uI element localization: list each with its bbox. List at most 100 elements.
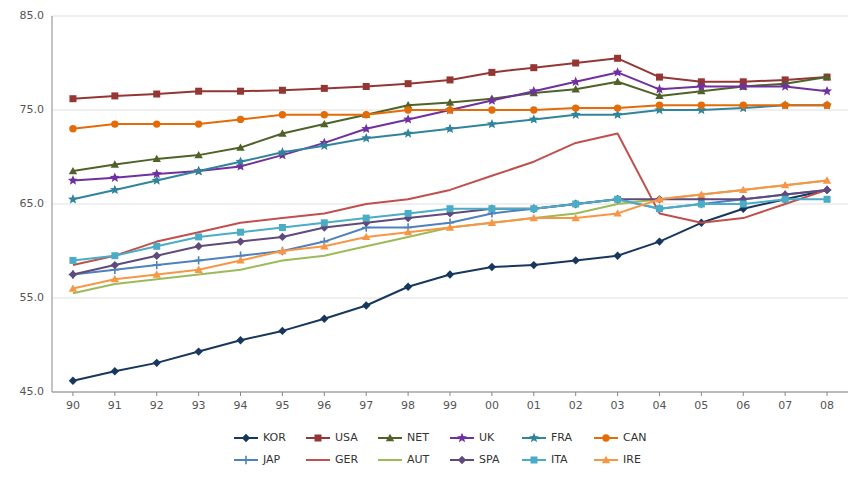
point [571,256,579,264]
point [362,301,370,309]
legend-swatch [306,459,330,461]
series-line [73,181,827,289]
point [278,327,286,335]
point [404,106,411,113]
point [194,347,202,355]
legend-label: JAP [262,453,281,466]
legend-label: SPA [479,453,500,466]
point [446,98,454,105]
point [571,200,579,208]
point [823,176,831,183]
point [153,91,160,98]
point [614,55,621,62]
legend-swatch [378,459,402,461]
point [236,237,244,245]
point [69,270,77,278]
series [69,186,832,279]
legend-marker [458,456,466,464]
x-tick [827,392,828,396]
legend-entry: FRA [522,431,573,444]
point [655,195,663,202]
point [319,141,329,150]
point [613,78,621,85]
series [69,55,830,102]
point [614,104,621,111]
point [361,124,371,133]
point [571,214,579,221]
point [194,266,202,273]
x-tick [659,392,660,396]
point [571,77,581,86]
point [110,172,120,181]
legend-marker [242,434,250,442]
grid-line [52,16,848,17]
x-tick [533,392,534,396]
legend-entry: CAN [594,431,646,444]
point [279,111,286,118]
series-line [73,181,827,294]
point [530,261,538,269]
legend-label: KOR [263,431,286,444]
point [780,100,790,109]
point [488,205,495,212]
series-line [73,58,827,98]
legend-entry: UK [450,431,495,444]
series-line [73,77,827,171]
series-line [73,105,827,129]
point [320,242,328,249]
point [656,102,663,109]
point [529,86,539,95]
legend-entry: IRE [594,453,641,466]
point [445,105,455,114]
x-tick-label: 06 [736,399,750,412]
point [153,155,161,162]
legend-label: AUT [407,453,430,466]
legend-label: ITA [551,453,568,466]
point [823,102,830,109]
x-tick-label: 98 [401,399,415,412]
chart: 45.055.065.075.085.090919293949596979899… [0,0,866,493]
x-tick-label: 08 [820,399,834,412]
point [152,175,162,184]
legend-entry: SPA [450,453,500,466]
point [236,256,244,263]
point [613,67,623,76]
x-tick-label: 93 [192,399,206,412]
point [823,186,831,194]
x-tick-label: 97 [359,399,373,412]
point [277,147,287,156]
point [153,243,160,250]
point [111,160,119,167]
point [320,120,328,127]
x-tick [114,392,115,396]
point [447,76,454,83]
point [446,270,454,278]
plot-area [68,55,832,385]
series [69,186,832,279]
point [530,106,537,113]
point [405,80,412,87]
legend-entry: USA [306,431,358,444]
legend-marker [386,434,394,441]
point [613,195,621,203]
point [697,200,705,208]
series-line [73,190,827,381]
series [69,196,830,264]
point [781,181,789,188]
legend-entry: NET [378,431,429,444]
point [656,205,663,212]
point [320,314,328,322]
x-tick-label: 00 [485,399,499,412]
legend-entry: JAP [234,453,281,466]
point [822,86,832,95]
point [613,195,621,203]
point [195,88,202,95]
point [236,336,244,344]
point [739,186,747,193]
point [446,106,453,113]
x-tick [743,392,744,396]
series [68,67,832,185]
point [445,124,455,133]
point [530,205,538,213]
point [655,205,663,213]
